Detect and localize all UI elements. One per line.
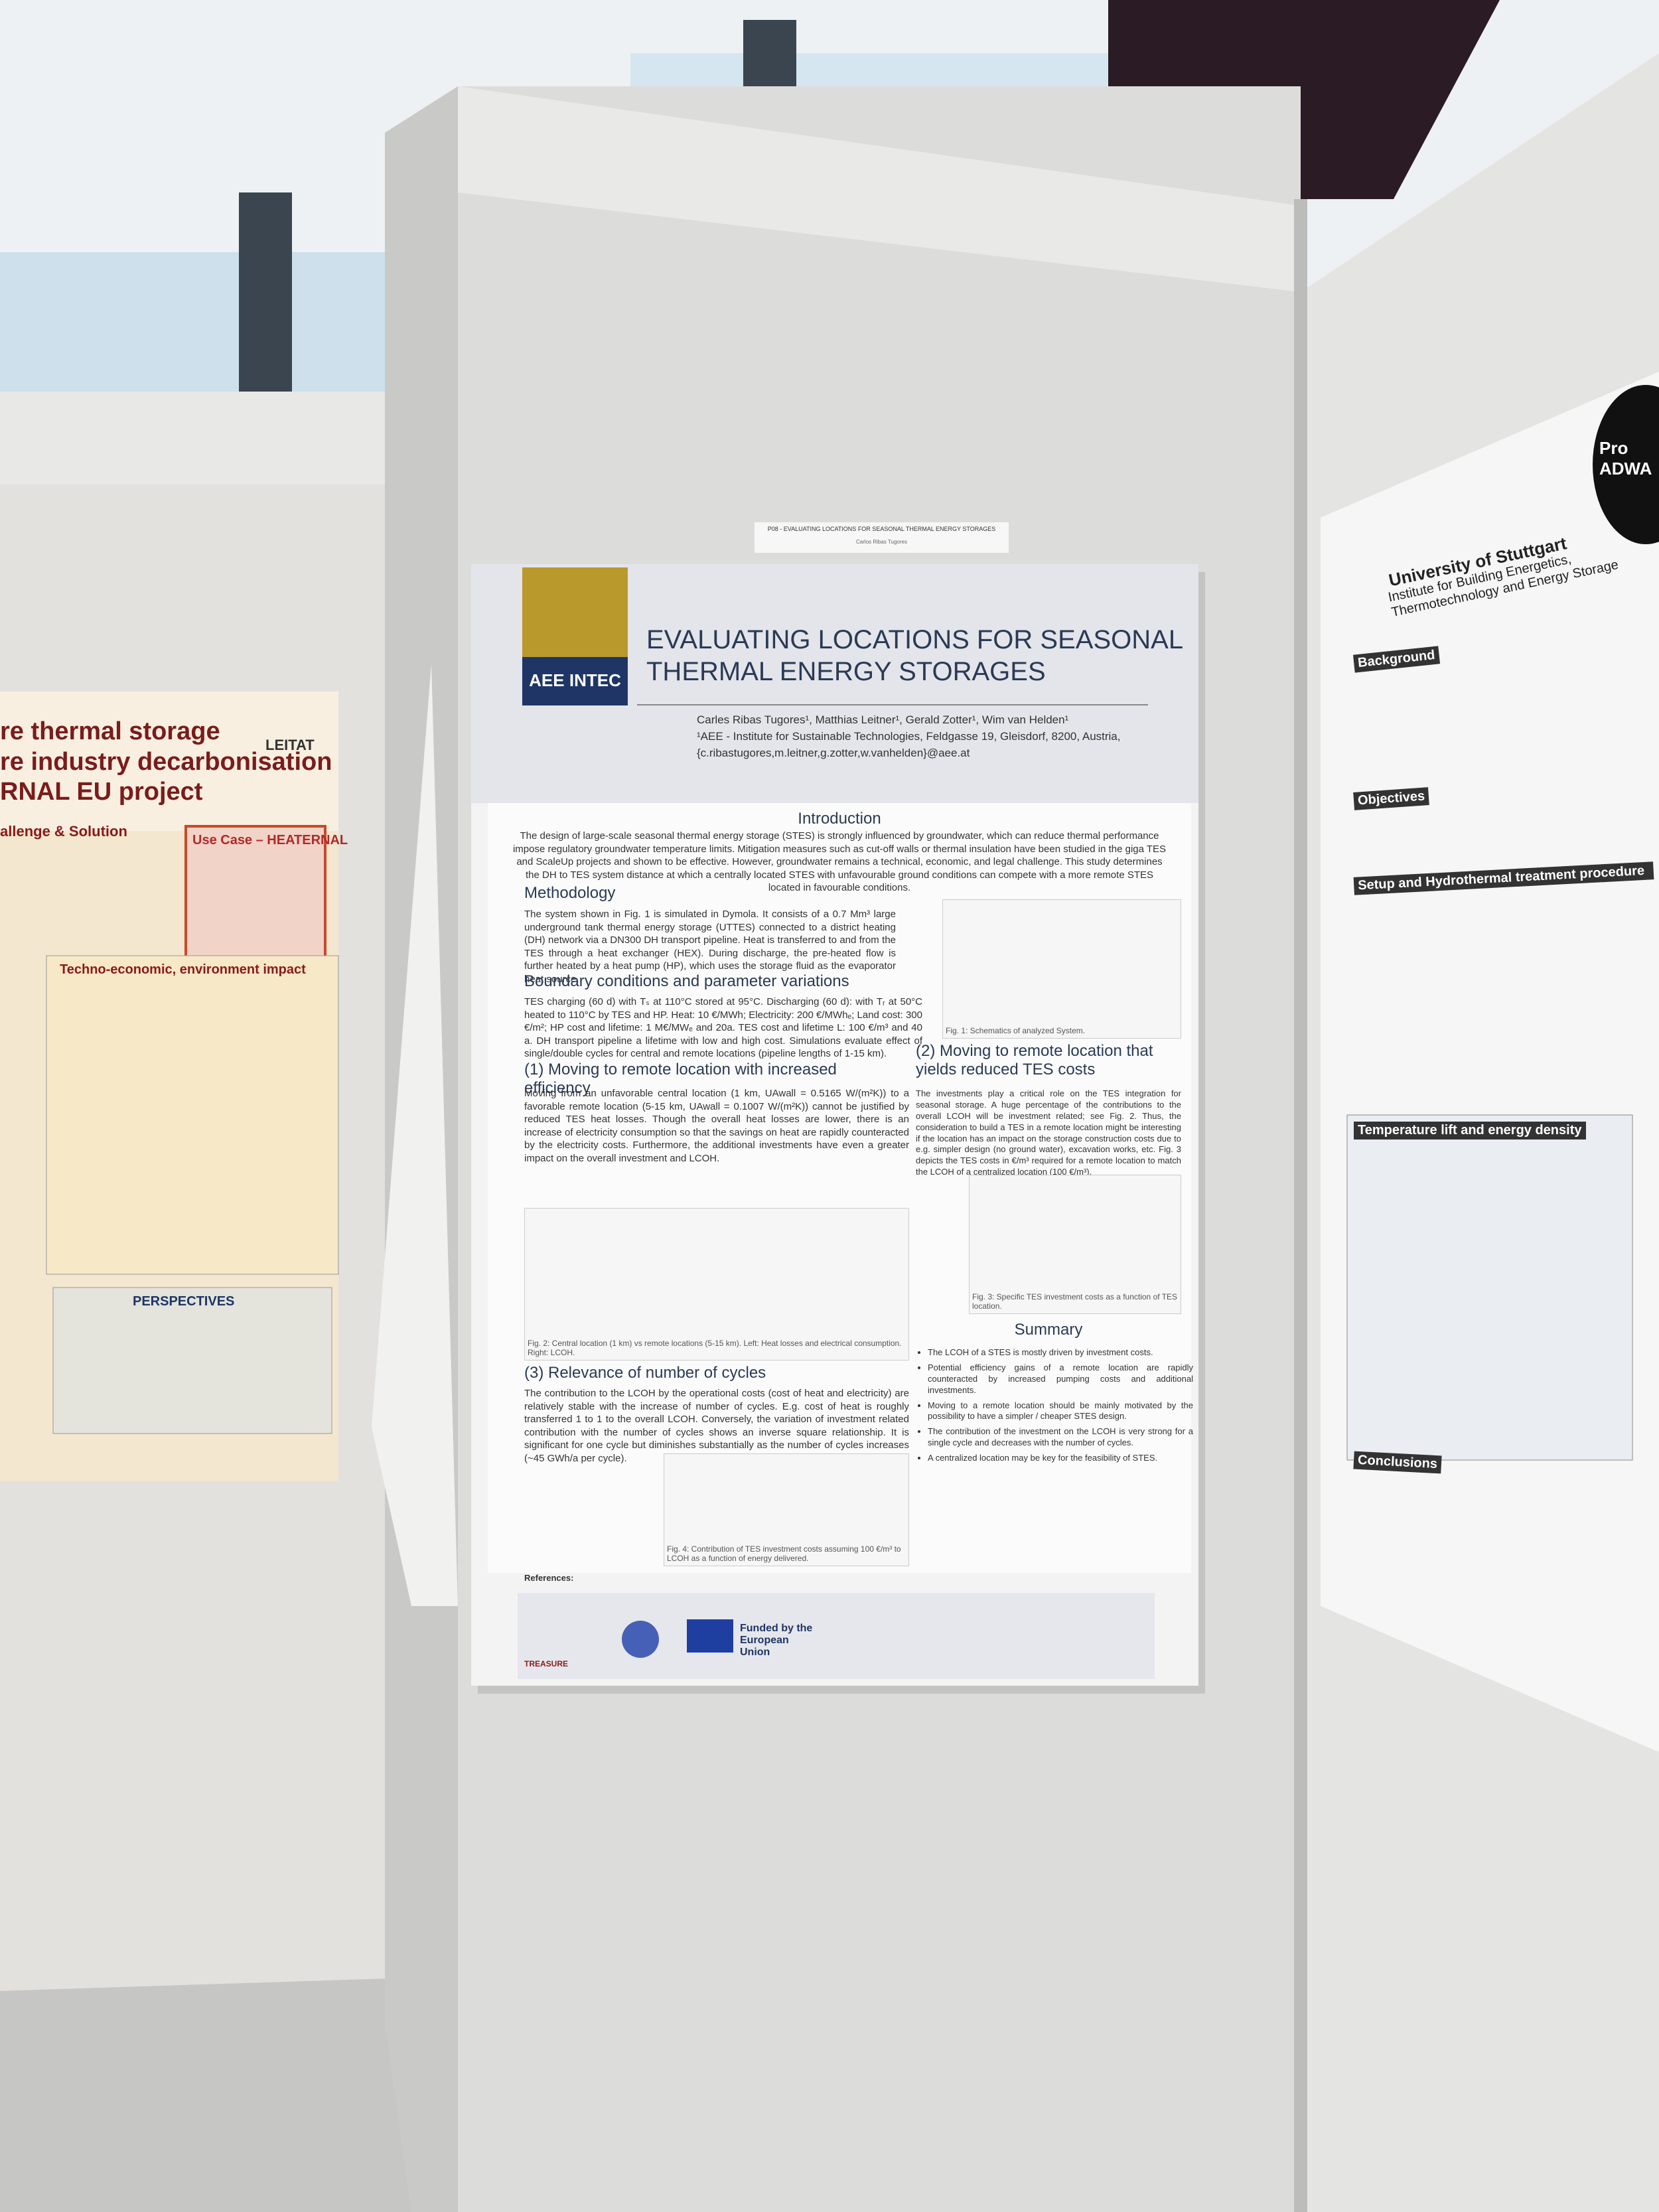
footer-funded: Funded by the European Union xyxy=(740,1623,813,1658)
left-box xyxy=(52,1287,332,1434)
figure: Fig. 4: Contribution of TES investment c… xyxy=(664,1453,909,1566)
board-top xyxy=(458,86,1301,292)
footer-logo: TREASURE xyxy=(524,1659,569,1668)
section-text: TES charging (60 d) with Tₛ at 110°C sto… xyxy=(524,996,922,1059)
section-text: The contribution to the LCOH by the oper… xyxy=(524,1388,909,1464)
poster-footer xyxy=(518,1593,1155,1679)
left-title: re thermal storage re industry decarboni… xyxy=(0,717,332,808)
left-title-line: RNAL EU project xyxy=(0,778,203,806)
section-heading: (2) Moving to remote location that yield… xyxy=(916,1042,1153,1078)
left-heading: PERSPECTIVES xyxy=(133,1294,235,1309)
figure: Fig. 2: Central location (1 km) vs remot… xyxy=(524,1208,909,1361)
section-heading: Summary xyxy=(1014,1321,1083,1339)
label-strip-title: P08 - EVALUATING LOCATIONS FOR SEASONAL … xyxy=(767,526,996,532)
summary-item: Potential efficiency gains of a remote l… xyxy=(928,1363,1193,1396)
section-heading: Methodology xyxy=(524,884,616,902)
figure-caption: Fig. 1: Schematics of analyzed System. xyxy=(946,1026,1086,1035)
figure-caption: Fig. 3: Specific TES investment costs as… xyxy=(972,1292,1178,1311)
figure: Fig. 1: Schematics of analyzed System. xyxy=(942,899,1181,1039)
board-edge xyxy=(1294,199,1307,2212)
flyer xyxy=(372,664,458,1606)
left-heading: allenge & Solution xyxy=(0,823,127,840)
right-heading: Temperature lift and energy density xyxy=(1354,1122,1586,1140)
authors: Carles Ribas Tugores¹, Matthias Leitner¹… xyxy=(697,713,1069,726)
left-board-top xyxy=(0,392,385,484)
affiliation: ¹AEE - Institute for Sustainable Technol… xyxy=(697,730,1121,743)
logo-blue xyxy=(522,657,628,705)
label-strip xyxy=(755,522,1009,553)
section-heading: Boundary conditions and parameter variat… xyxy=(524,972,849,990)
summary-item: The contribution of the investment on th… xyxy=(928,1426,1193,1449)
summary-item: Moving to a remote location should be ma… xyxy=(928,1400,1193,1423)
logo-text: AEE INTEC xyxy=(529,670,621,690)
section-heading: (3) Relevance of number of cycles xyxy=(524,1364,766,1382)
left-logo: LEITAT xyxy=(265,737,315,753)
figure-caption: Fig. 2: Central location (1 km) vs remot… xyxy=(528,1339,902,1357)
references: References: xyxy=(524,1573,574,1583)
email: {c.ribastugores,m.leitner,g.zotter,w.van… xyxy=(697,747,970,759)
left-poster-header xyxy=(0,692,338,831)
left-box xyxy=(46,955,339,1275)
section-text: The system shown in Fig. 1 is simulated … xyxy=(524,909,896,985)
summary-item: A centralized location may be key for th… xyxy=(928,1453,1193,1464)
right-badge xyxy=(1593,385,1659,544)
figure: Fig. 3: Specific TES investment costs as… xyxy=(969,1175,1181,1314)
section-text: The design of large-scale seasonal therm… xyxy=(512,830,1167,893)
left-title-line: re industry decarbonisation xyxy=(0,747,332,776)
summary-list: The LCOH of a STES is mostly driven by i… xyxy=(916,1347,1193,1468)
left-heading: Use Case – HEATERNAL xyxy=(192,833,348,848)
partner-logo xyxy=(622,1621,659,1658)
left-title-line: re thermal storage xyxy=(0,717,220,745)
section-heading: (1) Moving to remote location with incre… xyxy=(524,1061,837,1097)
summary-item: The LCOH of a STES is mostly driven by i… xyxy=(928,1347,1193,1359)
section-heading: Introduction xyxy=(798,810,881,828)
label-strip-author: Carlos Ribas Tugores xyxy=(856,539,907,545)
poster-title: EVALUATING LOCATIONS FOR SEASONAL THERMA… xyxy=(646,625,1183,686)
right-chart-area xyxy=(1346,1114,1633,1461)
figure-caption: Fig. 4: Contribution of TES investment c… xyxy=(667,1544,901,1563)
floor xyxy=(0,1978,411,2212)
left-heading: Techno-economic, environment impact xyxy=(60,962,306,977)
section-text: The investments play a critical role on … xyxy=(916,1088,1181,1177)
section-text: Moving from an unfavorable central locat… xyxy=(524,1088,909,1164)
mullion xyxy=(239,192,292,425)
eu-flag xyxy=(687,1619,733,1653)
right-badge-text: Pro ADWA xyxy=(1599,438,1652,479)
